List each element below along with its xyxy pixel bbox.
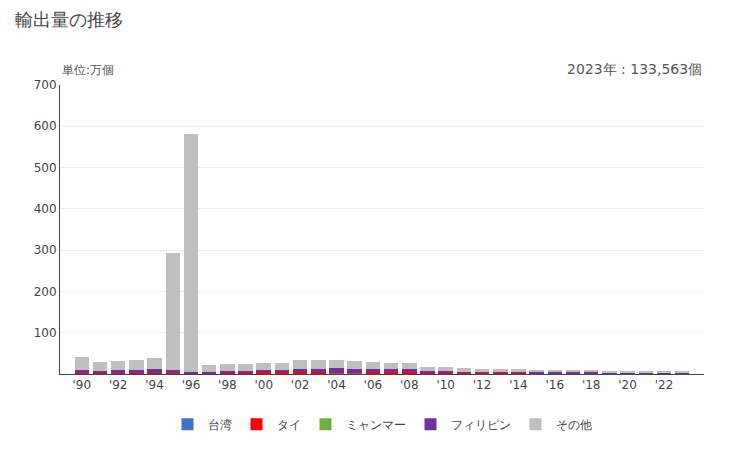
svg-text:700: 700 <box>34 78 57 92</box>
svg-text:輸出量の推移: 輸出量の推移 <box>15 9 123 30</box>
svg-text:400: 400 <box>34 202 57 216</box>
svg-text:その他: その他 <box>556 418 592 432</box>
svg-text:'98: '98 <box>218 378 237 392</box>
svg-text:300: 300 <box>34 243 57 257</box>
svg-text:600: 600 <box>34 119 57 133</box>
svg-text:2023年 : 133,563個: 2023年 : 133,563個 <box>567 61 702 77</box>
svg-text:'10: '10 <box>436 378 455 392</box>
svg-text:'20: '20 <box>618 378 637 392</box>
svg-text:'90: '90 <box>73 378 92 392</box>
svg-text:台湾: 台湾 <box>208 418 232 432</box>
svg-text:'14: '14 <box>509 378 528 392</box>
svg-text:'96: '96 <box>182 378 201 392</box>
svg-text:'12: '12 <box>473 378 492 392</box>
svg-text:500: 500 <box>34 161 57 175</box>
svg-text:'04: '04 <box>327 378 346 392</box>
svg-text:'00: '00 <box>254 378 273 392</box>
svg-text:'92: '92 <box>109 378 128 392</box>
svg-text:'16: '16 <box>546 378 565 392</box>
svg-text:タイ: タイ <box>277 418 301 432</box>
svg-text:'06: '06 <box>364 378 383 392</box>
svg-text:100: 100 <box>34 326 57 340</box>
svg-text:ミャンマー: ミャンマー <box>346 418 406 432</box>
svg-text:200: 200 <box>34 285 57 299</box>
svg-text:'18: '18 <box>582 378 601 392</box>
svg-text:'02: '02 <box>291 378 310 392</box>
svg-text:'22: '22 <box>655 378 674 392</box>
svg-text:'08: '08 <box>400 378 419 392</box>
svg-text:フィリピン: フィリピン <box>451 418 511 432</box>
svg-text:単位:万個: 単位:万個 <box>62 63 114 77</box>
svg-text:'94: '94 <box>145 378 164 392</box>
